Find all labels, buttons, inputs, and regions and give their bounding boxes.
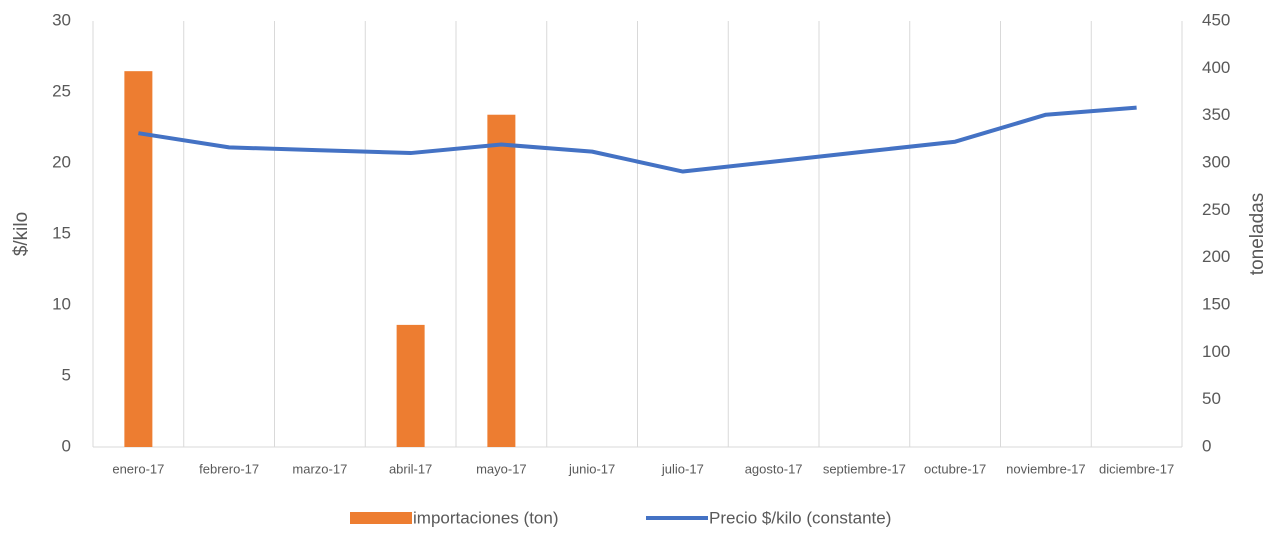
- y-tick-label: 5: [62, 365, 71, 384]
- bar: [396, 324, 425, 447]
- x-tick-label: abril-17: [389, 461, 432, 476]
- y2-tick-label: 300: [1202, 152, 1230, 171]
- y-tick-label: 20: [52, 152, 71, 171]
- y2-tick-label: 100: [1202, 342, 1230, 361]
- y-axis-title: $/kilo: [11, 212, 32, 256]
- y2-tick-label: 0: [1202, 436, 1211, 455]
- y-tick-label: 15: [52, 223, 71, 242]
- y2-tick-label: 350: [1202, 105, 1230, 124]
- x-tick-label: diciembre-17: [1099, 461, 1174, 476]
- x-tick-label: noviembre-17: [1006, 461, 1086, 476]
- x-tick-label: agosto-17: [745, 461, 803, 476]
- x-tick-label: septiembre-17: [823, 461, 906, 476]
- y2-tick-label: 150: [1202, 294, 1230, 313]
- x-tick-label: enero-17: [112, 461, 164, 476]
- y2-tick-label: 200: [1202, 247, 1230, 266]
- x-tick-label: julio-17: [661, 461, 704, 476]
- x-tick-label: mayo-17: [476, 461, 527, 476]
- y-tick-label: 30: [52, 10, 71, 29]
- x-tick-label: febrero-17: [199, 461, 259, 476]
- y2-tick-label: 250: [1202, 200, 1230, 219]
- y2-tick-label: 400: [1202, 58, 1230, 77]
- y-tick-label: 0: [62, 436, 71, 455]
- y-tick-label: 25: [52, 81, 71, 100]
- bar: [124, 71, 153, 447]
- y2-axis-title: toneladas: [1247, 193, 1268, 275]
- legend-swatch: [350, 512, 412, 524]
- x-tick-label: marzo-17: [292, 461, 347, 476]
- y2-tick-label: 50: [1202, 389, 1221, 408]
- y2-tick-label: 450: [1202, 10, 1230, 29]
- x-tick-label: junio-17: [568, 461, 615, 476]
- x-tick-label: octubre-17: [924, 461, 986, 476]
- line: [138, 105, 1137, 174]
- legend-label: Precio $/kilo (constante): [709, 508, 891, 527]
- bar: [487, 114, 516, 447]
- y-tick-label: 10: [52, 294, 71, 313]
- legend-label: importaciones (ton): [413, 508, 559, 527]
